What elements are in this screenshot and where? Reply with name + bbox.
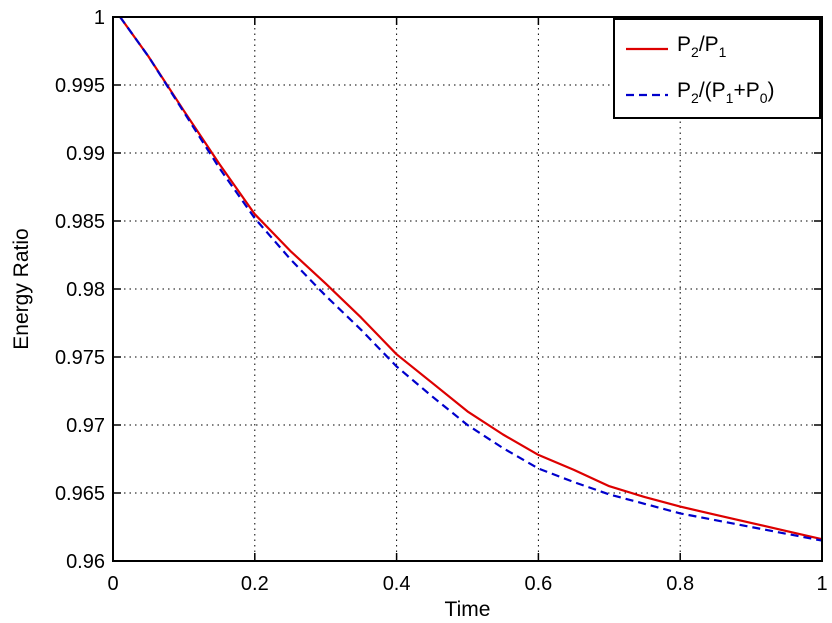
legend-text-part: /P — [699, 33, 719, 56]
legend-subscript: 2 — [691, 90, 699, 106]
legend-subscript: 1 — [719, 44, 727, 60]
y-tick-label: 0.975 — [55, 347, 105, 369]
x-axis-label: Time — [445, 598, 491, 621]
y-tick-label: 0.98 — [66, 279, 105, 301]
legend: P2/P1 P2/(P1+P0) — [613, 18, 821, 119]
x-tick-label: 0.8 — [666, 573, 694, 595]
legend-text-part: +P — [733, 79, 759, 102]
plot-frame — [112, 16, 823, 562]
y-tick-label: 0.995 — [55, 75, 105, 97]
y-tick-label: 1 — [94, 7, 105, 29]
y-tick-label: 0.965 — [55, 483, 105, 505]
legend-subscript: 1 — [726, 90, 734, 106]
tick-labels: 0 0.2 0.4 0.6 0.8 1 0.96 0.965 0.97 0.975 0.98 0.98… — [55, 7, 828, 595]
legend-text-part: P — [677, 79, 691, 102]
x-tick-label: 0.6 — [524, 573, 552, 595]
x-tick-label: 1 — [816, 573, 827, 595]
y-tick-label: 0.99 — [66, 143, 105, 165]
y-tick-label: 0.985 — [55, 211, 105, 233]
y-axis-label: Energy Ratio — [10, 228, 33, 349]
legend-entry-series-1: P2/P1 — [677, 33, 727, 60]
legend-entry-series-2: P2/(P1+P0) — [677, 79, 775, 106]
y-tick-label: 0.96 — [66, 551, 105, 573]
legend-box — [613, 18, 821, 119]
x-tick-label: 0 — [107, 573, 118, 595]
legend-subscript: 0 — [760, 90, 768, 106]
y-tick-label: 0.97 — [66, 415, 105, 437]
x-tick-label: 0.4 — [383, 573, 411, 595]
series-line-1 — [119, 16, 823, 541]
series-layer — [119, 16, 823, 542]
legend-text-part: ) — [768, 79, 775, 102]
series-line-2 — [119, 16, 823, 542]
legend-subscript: 2 — [691, 44, 699, 60]
legend-text-part: /(P — [699, 79, 726, 102]
x-tick-label: 0.2 — [241, 573, 269, 595]
legend-text-part: P — [677, 33, 691, 56]
